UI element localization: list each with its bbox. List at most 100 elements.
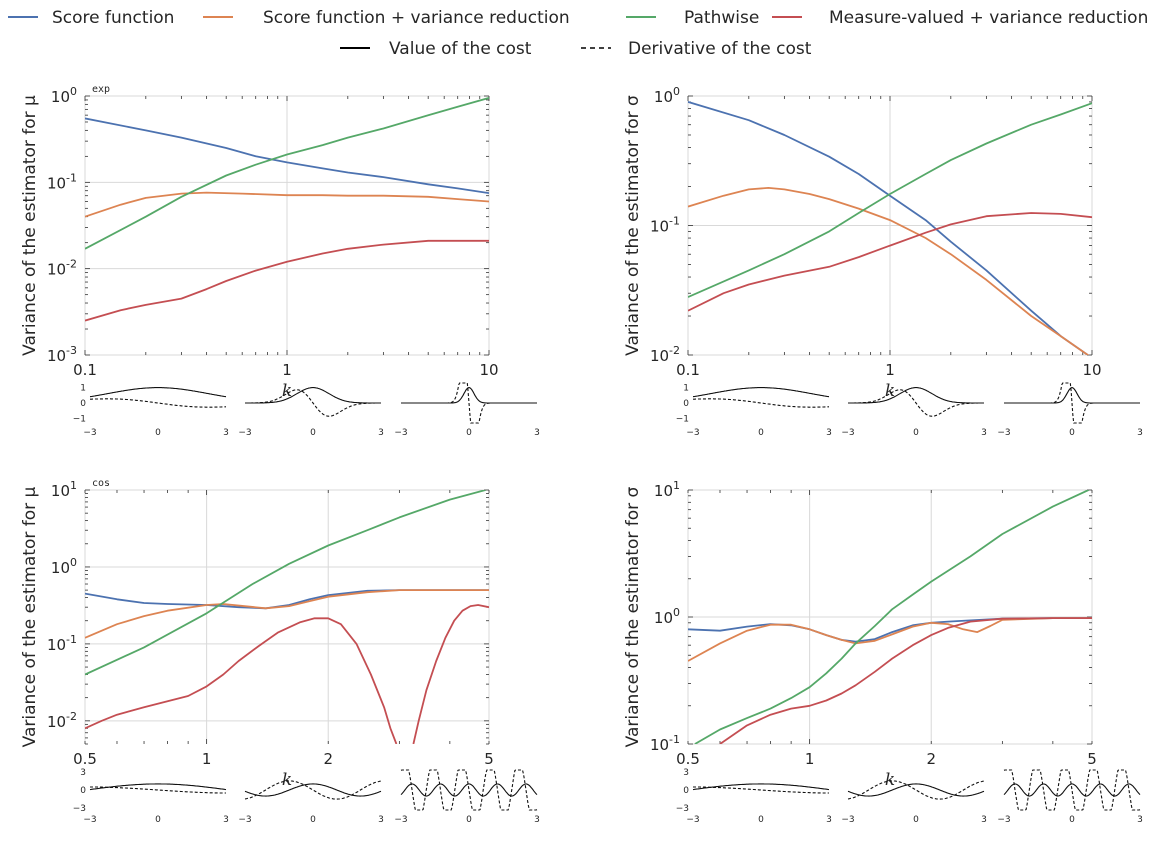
legend-label-score: Score function [52, 8, 174, 28]
thumbnail-exp: −3 0 3 [394, 382, 540, 438]
chart-panel-2: 0.1 1 10 10-2 10-1 100 k Variance of the estima… [623, 85, 1102, 401]
thumb-x-tick: 3 [1137, 428, 1143, 438]
minor-ticks [84, 489, 490, 745]
thumb-value-curve [244, 783, 382, 797]
series-line-measure-valued-variance-reduction [85, 239, 489, 322]
x-tick-label: 0.1 [676, 361, 700, 379]
legend-label-value: Value of the cost [389, 39, 532, 59]
thumb-y-tick: 0 [80, 399, 86, 409]
thumb-x-tick: 3 [826, 815, 832, 825]
x-tick-label: 1 [202, 750, 212, 768]
panel-tag: exp [92, 84, 110, 95]
thumb-value-curve [400, 783, 538, 797]
series-line-score-function [688, 617, 1092, 643]
series-line-score-function [688, 101, 1090, 355]
thumb-x-tick: 0 [1069, 428, 1075, 438]
x-tick-label: 2 [323, 750, 333, 768]
thumbnail-cos: −3 0 3 3 0 −3 [73, 768, 229, 825]
series-line-pathwise [694, 490, 1089, 744]
thumb-x-tick: 0 [466, 428, 472, 438]
x-tick-label: 1 [282, 361, 292, 379]
y-tick-label: 10-1 [47, 633, 77, 654]
thumb-y-tick: 3 [80, 768, 86, 778]
y-tick-label: 101 [654, 479, 680, 500]
thumb-y-tick: 1 [80, 384, 86, 394]
thumb-value-curve [245, 387, 381, 404]
thumb-derivative-curve [90, 398, 226, 408]
x-tick-label: 5 [1087, 750, 1097, 768]
y-axis-label: Variance of the estimator for μ [20, 95, 40, 356]
thumbnail-exp: −3 0 3 1 0 −1 [676, 384, 832, 438]
y-tick-label: 10-1 [650, 733, 680, 754]
x-tick-label: 2 [926, 750, 936, 768]
thumb-y-tick: 0 [683, 399, 689, 409]
thumb-x-tick: 0 [913, 428, 919, 438]
series-line-measure-valued-variance-reduction [719, 617, 1092, 744]
chart-panel-4: 0.5 1 2 5 10-1 100 101 k Variance of the estimat… [623, 479, 1097, 790]
y-tick-label: 10-3 [47, 344, 77, 365]
thumb-x-tick: 3 [223, 815, 229, 825]
thumb-x-tick: 3 [378, 428, 384, 438]
thumb-x-tick: −3 [394, 428, 407, 438]
thumb-y-tick: −3 [676, 804, 689, 814]
chart-panel-1: 0.1 1 10 10-3 10-2 10-1 100 k Variance of the es… [20, 84, 499, 401]
y-tick-label: 10-2 [650, 344, 680, 365]
thumb-derivative-curve [848, 389, 984, 417]
thumb-x-tick: 3 [981, 428, 987, 438]
y-tick-label: 10-2 [47, 710, 77, 731]
y-tick-label: 10-1 [650, 215, 680, 236]
y-tick-label: 10-1 [47, 171, 77, 192]
thumb-x-tick: 0 [155, 428, 161, 438]
series-line-score-function-variance-reduction [85, 191, 489, 218]
y-tick-label: 100 [654, 606, 680, 627]
thumb-value-curve [1003, 783, 1141, 797]
thumb-x-tick: −3 [83, 815, 96, 825]
thumb-x-tick: −3 [997, 428, 1010, 438]
thumb-x-tick: −3 [394, 815, 407, 825]
panel-tag: cos [92, 478, 110, 489]
thumbnail-exp: −3 0 3 1 0 −1 [73, 384, 229, 438]
thumb-x-tick: 0 [1069, 815, 1075, 825]
thumb-x-tick: −3 [841, 428, 854, 438]
series-line-score-function-variance-reduction [688, 617, 1092, 662]
thumb-x-tick: −3 [83, 428, 96, 438]
series-line-pathwise [85, 97, 489, 250]
thumb-derivative-curve [847, 780, 985, 800]
y-tick-label: 101 [51, 479, 77, 500]
thumbnail-rows: −3 0 310−1−3 0 3 −3 0 3 −3 0 310−1−3 0 3 −3 0 3−3 0 330−3… [73, 382, 1143, 825]
x-tick-label: 1 [885, 361, 895, 379]
legend-label-score-vr: Score function + variance reduction [263, 8, 570, 28]
thumb-derivative-curve [245, 389, 381, 417]
thumb-x-tick: 0 [913, 815, 919, 825]
thumb-x-tick: 3 [534, 428, 540, 438]
x-axis-label: k [885, 381, 895, 401]
thumb-y-tick: 0 [80, 786, 86, 796]
thumb-x-tick: 0 [310, 428, 316, 438]
thumb-value-curve [89, 783, 227, 791]
thumb-y-tick: 1 [683, 384, 689, 394]
x-axis-label: k [282, 381, 292, 401]
thumb-x-tick: −3 [238, 428, 251, 438]
thumbnail-exp: −3 0 3 [841, 387, 987, 438]
thumb-derivative-curve [1003, 769, 1141, 811]
y-axis-label: Variance of the estimator for μ [20, 486, 40, 747]
legend-label-derivative: Derivative of the cost [628, 39, 812, 59]
series-line-measure-valued-variance-reduction [688, 212, 1092, 312]
thumbnail-cos: −3 0 3 [841, 780, 987, 825]
legend: Score function Score function + variance… [8, 8, 1148, 59]
thumbnail-cos: −3 0 3 [238, 780, 384, 825]
y-tick-label: 100 [51, 85, 77, 106]
x-axis-label: k [282, 770, 292, 790]
thumb-x-tick: −3 [686, 428, 699, 438]
thumbnail-cos: −3 0 3 3 0 −3 [676, 768, 832, 825]
thumb-x-tick: −3 [841, 815, 854, 825]
y-tick-label: 100 [51, 556, 77, 577]
thumb-value-curve [848, 387, 984, 404]
x-tick-label: 1 [805, 750, 815, 768]
thumb-x-tick: −3 [686, 815, 699, 825]
thumb-y-tick: 3 [683, 768, 689, 778]
thumb-y-tick: −1 [73, 414, 86, 424]
thumb-x-tick: 3 [826, 428, 832, 438]
thumb-x-tick: 3 [378, 815, 384, 825]
x-axis-label: k [885, 770, 895, 790]
